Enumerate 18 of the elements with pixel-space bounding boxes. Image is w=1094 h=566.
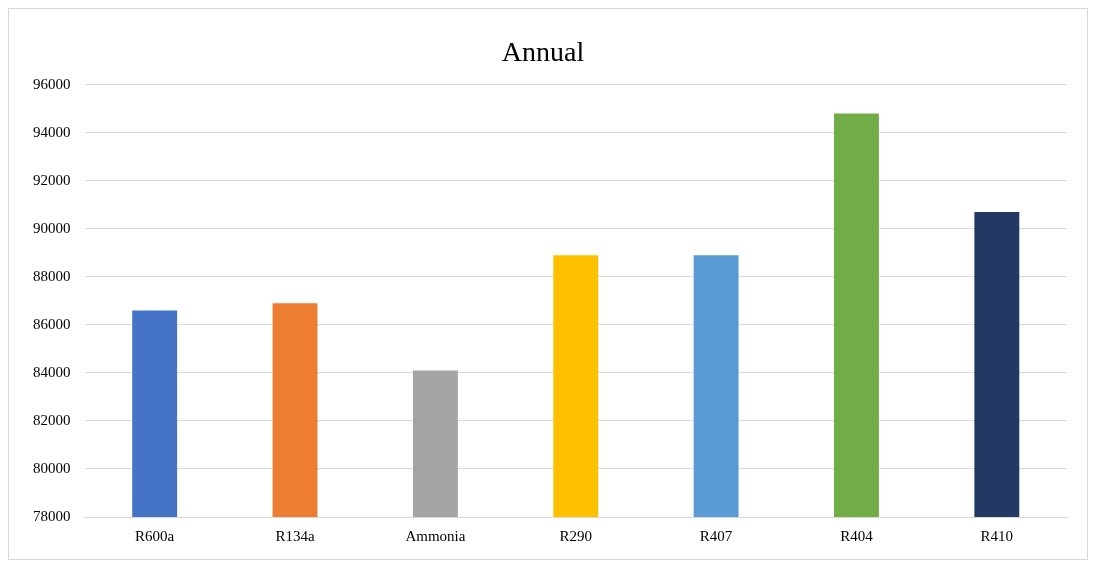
- x-tick-label: R407: [699, 527, 733, 544]
- x-tick-label: Ammonia: [405, 527, 466, 544]
- y-tick-label: 96000: [33, 75, 71, 92]
- x-tick-label: R404: [840, 527, 874, 544]
- y-tick-label: 90000: [33, 219, 71, 236]
- y-tick-label: 82000: [33, 411, 71, 428]
- y-tick-label: 94000: [33, 123, 71, 140]
- y-tick-label: 84000: [33, 363, 71, 380]
- y-tick-label: 88000: [33, 267, 71, 284]
- x-tick-label: R600a: [135, 527, 175, 544]
- chart-title: Annual: [501, 36, 585, 68]
- x-tick-label: R134a: [275, 527, 315, 544]
- y-tick-label: 92000: [33, 171, 71, 188]
- y-tick-label: 86000: [33, 315, 71, 332]
- x-tick-label: R290: [559, 527, 593, 544]
- y-tick-label: 80000: [33, 459, 71, 476]
- x-tick-label: R410: [980, 527, 1014, 544]
- y-tick-label: 78000: [33, 507, 71, 524]
